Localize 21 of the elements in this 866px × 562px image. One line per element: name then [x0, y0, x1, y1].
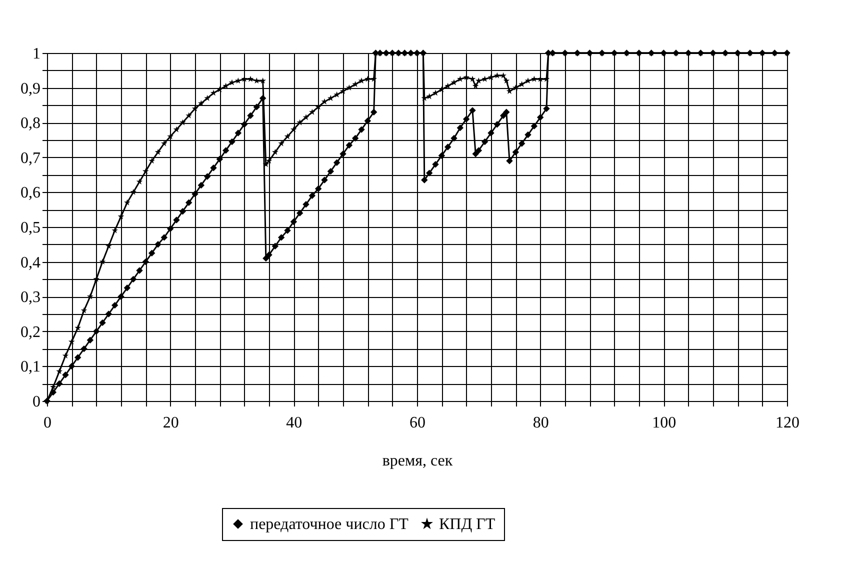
- x-tick-label: 100: [652, 414, 676, 432]
- x-tick-label: 40: [286, 414, 302, 432]
- y-tick-label: 0: [32, 394, 40, 410]
- x-axis-title: время, сек: [382, 452, 453, 470]
- y-tick-label: 0,3: [20, 289, 40, 306]
- y-tick-label: 0,9: [20, 80, 40, 98]
- x-tick-label: 80: [532, 414, 549, 432]
- y-tick-label: 0,4: [20, 254, 40, 272]
- y-tick-label: 0,6: [20, 184, 40, 202]
- x-tick-label: 20: [162, 414, 179, 432]
- y-tick-label: 0,1: [20, 358, 40, 376]
- y-tick-label: 0,8: [20, 115, 40, 132]
- x-tick-label: 60: [410, 414, 426, 432]
- y-tick-label: 1: [32, 46, 40, 62]
- x-tick-label: 120: [776, 414, 800, 432]
- legend-label: передаточное число ГТ: [250, 516, 409, 533]
- legend-label: КПД ГТ: [439, 516, 496, 533]
- y-tick-label: 0,7: [20, 150, 40, 167]
- x-tick-label: 0: [44, 414, 52, 432]
- y-tick-label: 0,2: [20, 324, 40, 341]
- y-tick-label: 0,5: [20, 220, 40, 236]
